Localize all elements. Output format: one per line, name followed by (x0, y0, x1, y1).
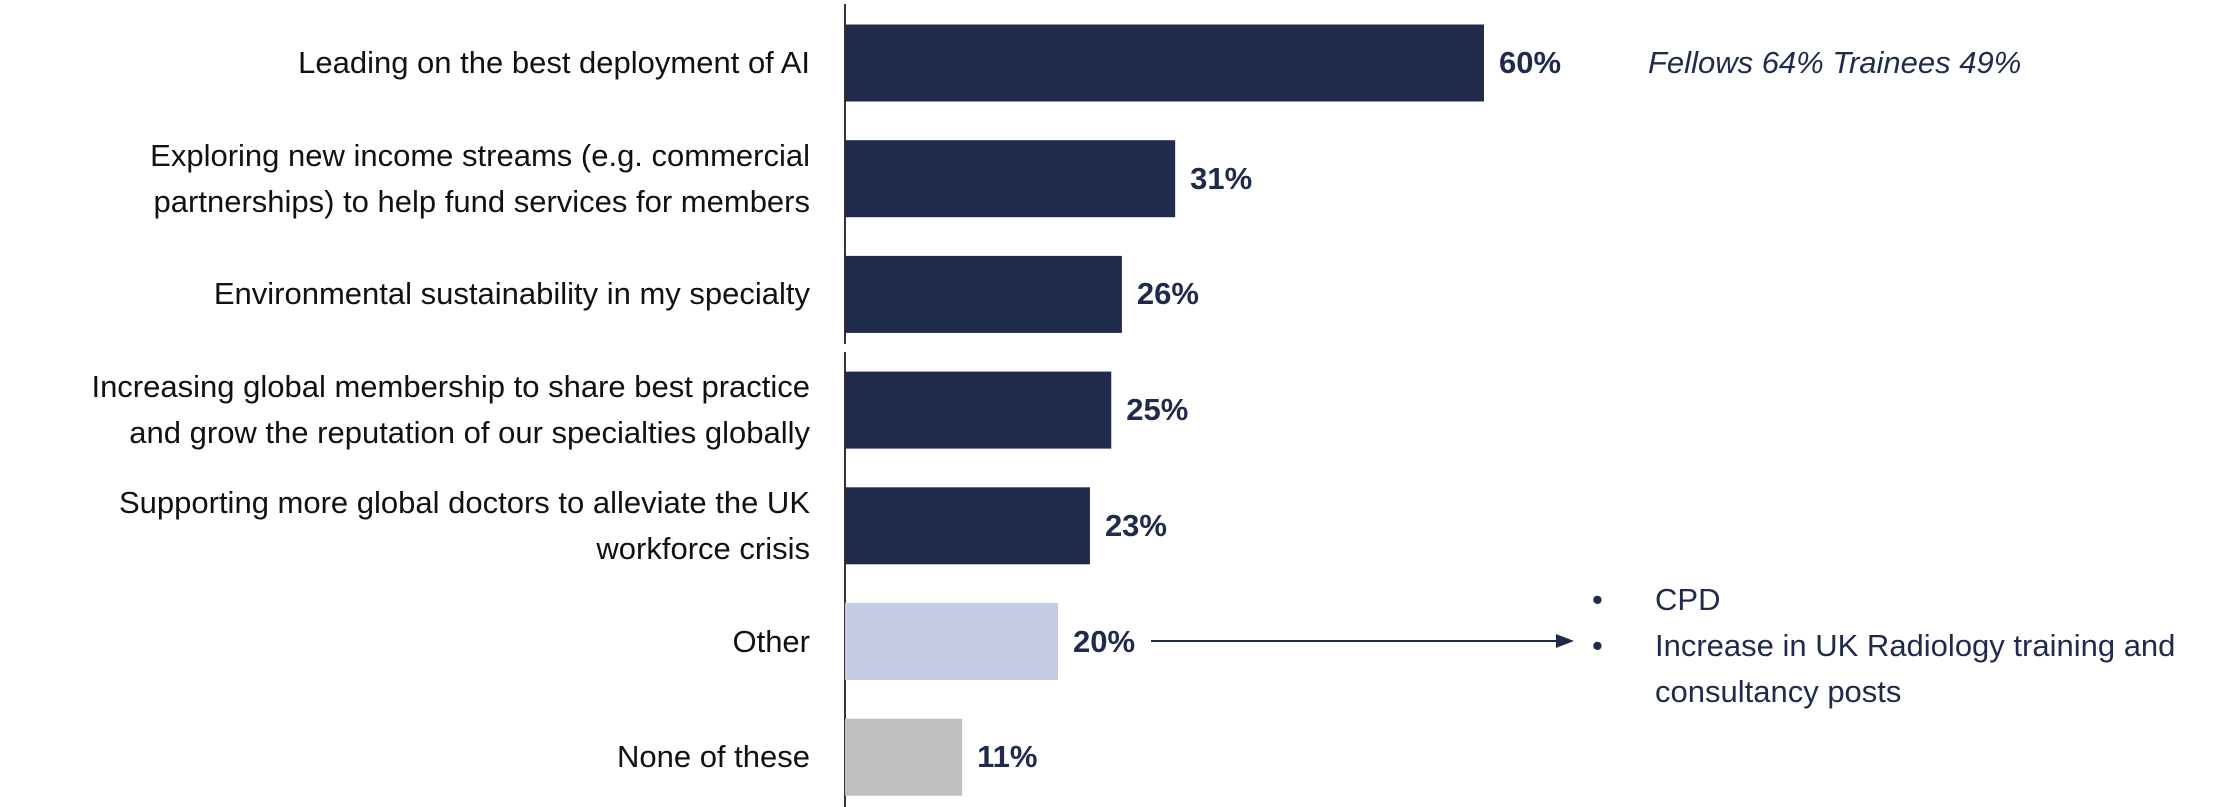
bullet: • (1592, 628, 1603, 663)
value-label: 20% (1073, 623, 1136, 659)
category-label: Environmental sustainability in my speci… (213, 276, 810, 312)
detail-item: CPD (1655, 582, 1721, 617)
value-label: 23% (1104, 507, 1167, 543)
bar (845, 718, 963, 796)
bullet: • (1592, 582, 1603, 617)
bar (845, 255, 1122, 333)
category-label: Other (732, 623, 810, 659)
value-label: 31% (1190, 160, 1253, 196)
bar (845, 603, 1058, 680)
arrow-head (1556, 634, 1574, 648)
category-label: None of these (616, 739, 810, 775)
value-label: 60% (1499, 45, 1562, 80)
bar (845, 487, 1090, 565)
value-label: 25% (1126, 392, 1189, 428)
bar (845, 371, 1112, 449)
category-label: Leading on the best deployment of AI (298, 45, 810, 80)
category-label: Supporting more global doctors to allevi… (118, 484, 810, 566)
category-label: Increasing global membership to share be… (91, 369, 810, 451)
value-label: 11% (977, 739, 1038, 775)
detail-item: Increase in UK Radiology training and co… (1655, 628, 2176, 709)
bar (845, 140, 1176, 218)
bar (845, 24, 1484, 102)
value-label: 26% (1136, 276, 1199, 312)
annotation: Fellows 64% Trainees 49% (1648, 45, 2022, 80)
category-label: Exploring new income streams (e.g. comme… (150, 137, 810, 219)
